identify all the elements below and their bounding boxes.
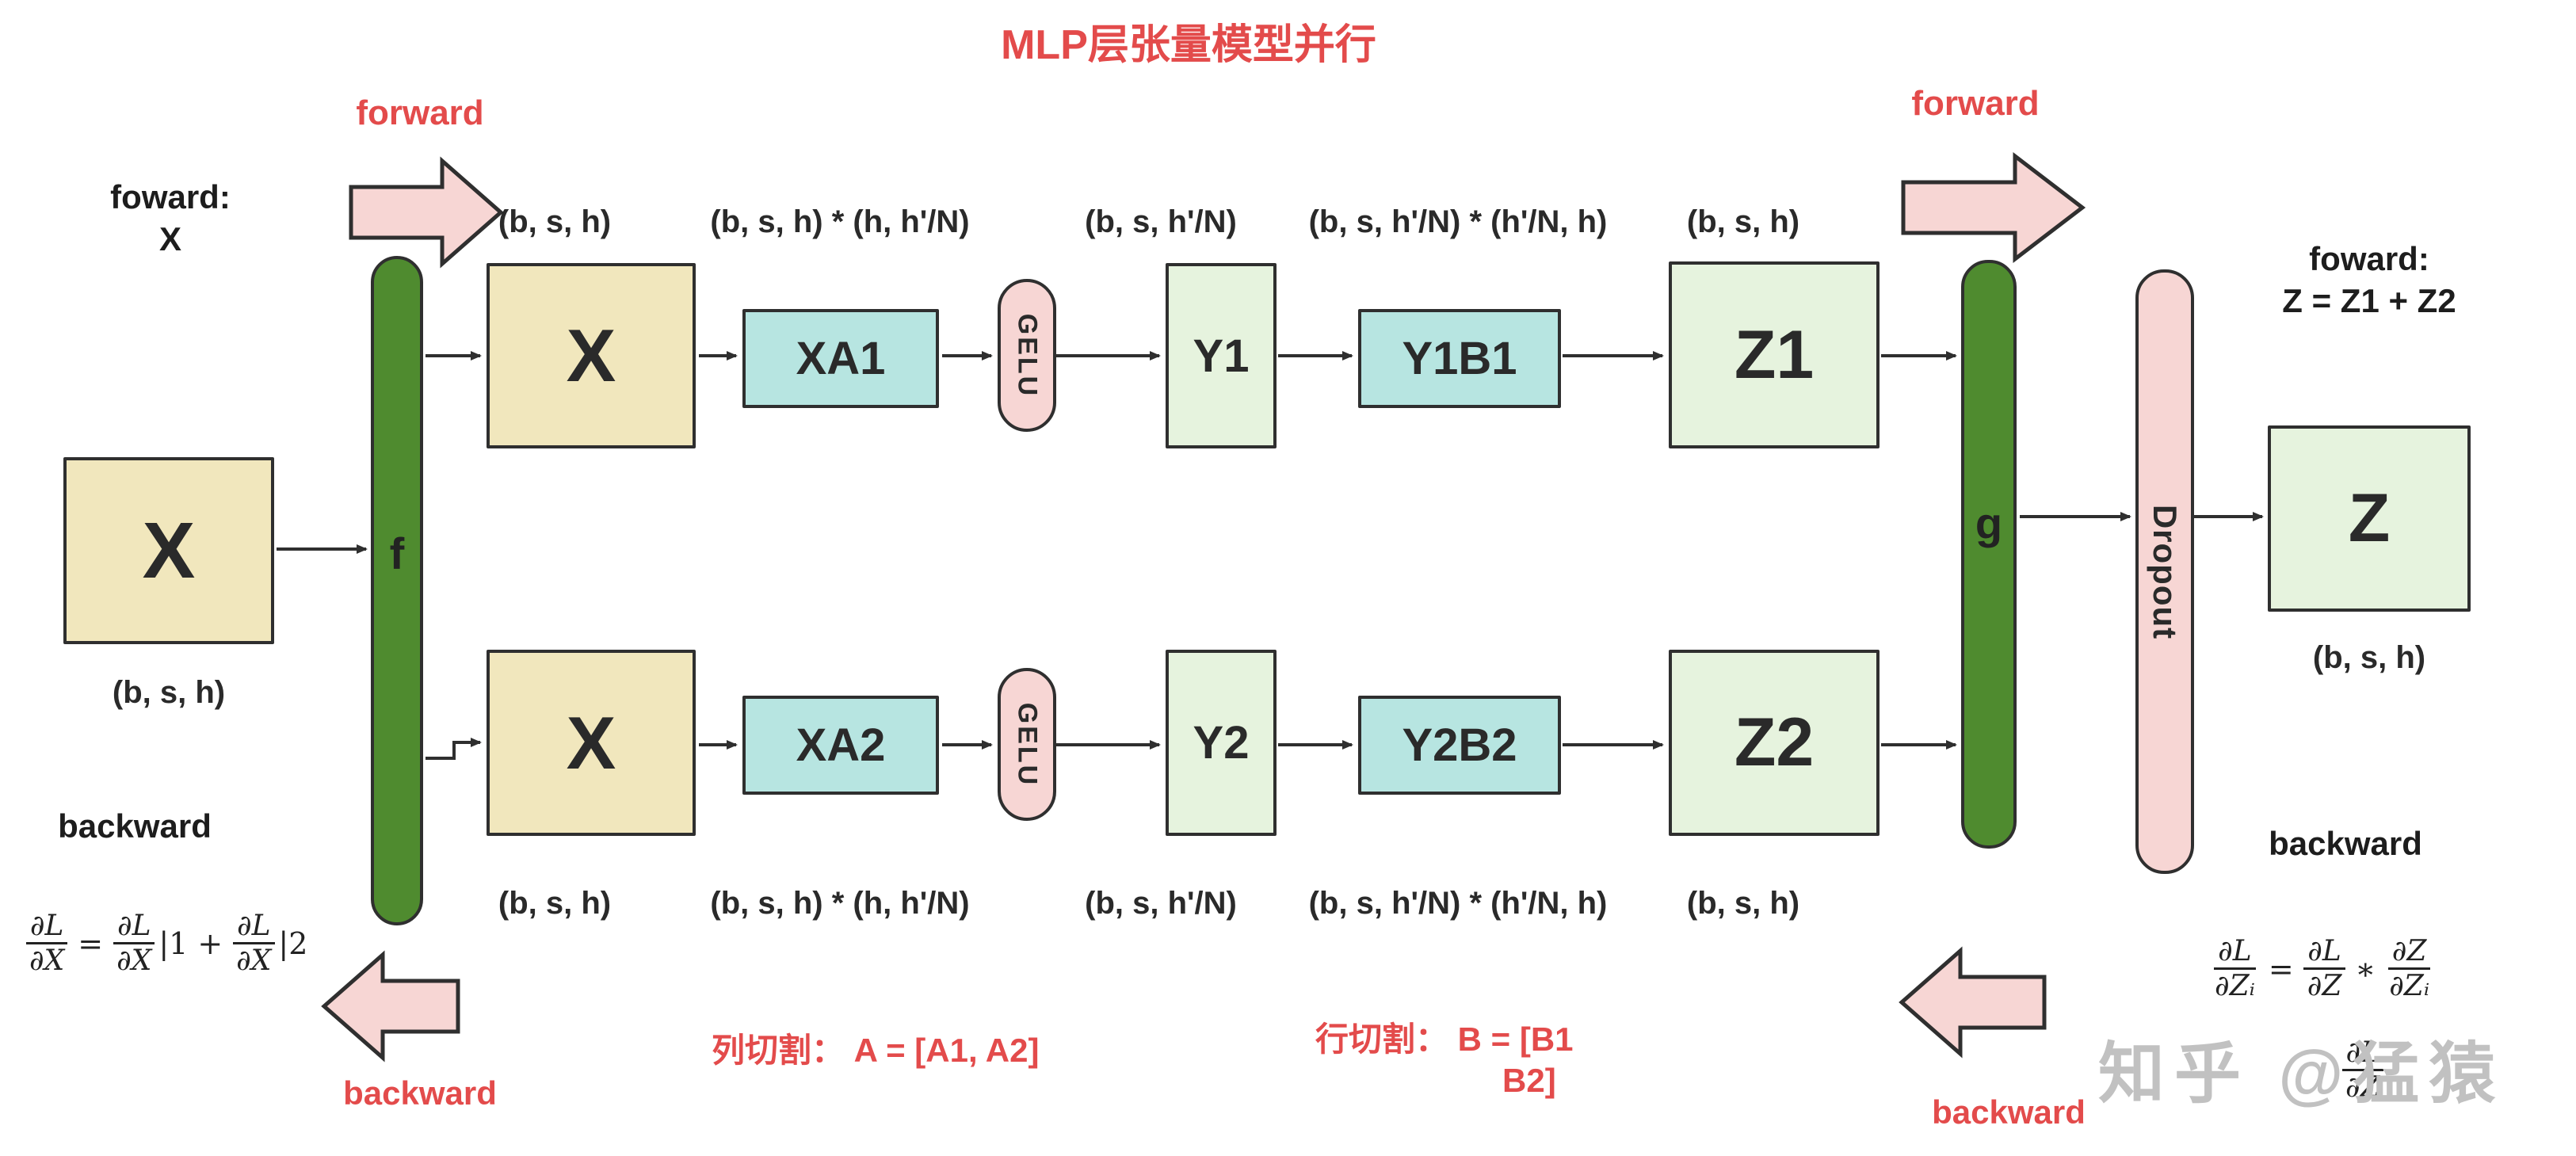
shape-top-1: (b, s, h) [498,204,612,239]
op-bar-f-label: f [389,528,405,578]
block-z1: Z1 [1669,261,1880,448]
block-z-output: Z [2268,425,2471,612]
formula-backward-x: ∂L ∂X = ∂L ∂X |1 + ∂L ∂X |2 [25,910,307,978]
shape-top-2: (b, s, h) * (h, h'/N) [710,204,970,239]
block-xa2: XA2 [742,696,939,795]
block-x-input-label: X [142,506,196,595]
block-z2-label: Z2 [1734,704,1815,780]
block-z-output-label: Z [2348,480,2391,556]
forward-note-left-line1: foward: [110,178,231,216]
block-x-top: X [487,263,696,448]
frac-dl-dz-fragment: ∂L ∂Z [2341,1036,2384,1104]
block-xa2-label: XA2 [796,719,886,771]
frac-dl-dx-1: ∂L ∂X [25,910,68,978]
page-title: MLP层张量模型并行 [1001,22,1376,68]
row-split-note-line1: 行切割： B = [B1 [1315,1021,1574,1058]
forward-block-arrow-right-icon [1901,151,2086,264]
shape-bottom-2: (b, s, h) * (h, h'/N) [710,886,970,921]
backward-block-arrow-right-icon [1899,946,2047,1059]
block-y1b1: Y1B1 [1358,309,1561,408]
eval-bar-2: |2 [278,925,308,961]
block-y1b1-label: Y1B1 [1402,333,1517,384]
frac-dl-dx-2: ∂L ∂X [113,910,155,978]
equals-sign-z: = [2268,951,2294,986]
op-bar-f [371,256,423,925]
shape-bottom-1: (b, s, h) [498,886,612,921]
backward-note-left: backward [58,807,212,845]
shape-input: (b, s, h) [112,675,226,710]
op-bar-g [1961,260,2017,849]
block-y1-label: Y1 [1193,330,1250,382]
block-y2-label: Y2 [1193,717,1250,769]
shape-bottom-5: (b, s, h) [1686,886,1800,921]
formula-backward-z: ∂L ∂Zᵢ = ∂L ∂Z ∗ ∂Z ∂Zᵢ [2211,935,2433,1003]
block-y1: Y1 [1166,263,1277,448]
frac-dl-dz: ∂L ∂Z [2303,935,2346,1003]
watermark: 知乎 @猛猿 [2098,1036,2505,1111]
backward-block-arrow-left-icon [321,950,460,1063]
block-gelu-bottom-label: GELU [1012,702,1043,787]
forward-block-arrow-left-icon [349,156,504,269]
backward-label-left: backward [343,1074,497,1112]
shape-bottom-3: (b, s, h'/N) [1085,886,1237,921]
block-z2: Z2 [1669,650,1880,836]
forward-note-left: foward: X [71,176,269,260]
block-x-input: X [63,457,274,644]
block-y2b2: Y2B2 [1358,696,1561,795]
block-z1-label: Z1 [1734,316,1815,393]
block-gelu-bottom: GELU [998,668,1056,821]
formula-backward-z-fragment: ∂L ∂Z [2341,1036,2384,1104]
shape-top-5: (b, s, h) [1686,204,1800,239]
op-bar-g-label: g [1975,498,2003,548]
forward-note-right: foward: Z = Z1 + Z2 [2227,238,2512,322]
dropout-bar-label: Dropout [2147,504,2184,639]
forward-note-left-line2: X [158,220,181,258]
shape-top-4: (b, s, h'/N) * (h'/N, h) [1308,204,1608,239]
plus-sign: + [197,925,223,961]
shape-top-3: (b, s, h'/N) [1085,204,1237,239]
frac-dz-dzi: ∂Z ∂Zᵢ [2387,935,2431,1003]
block-y2: Y2 [1166,650,1277,836]
row-split-note-line2: B2] [1502,1062,1556,1099]
backward-label-right: backward [1932,1093,2086,1131]
frac-dl-dzi: ∂L ∂Zᵢ [2214,935,2256,1003]
column-split-note: 列切割： A = [A1, A2] [712,1032,1040,1069]
forward-note-right-line1: foward: [2309,240,2429,277]
block-gelu-top-label: GELU [1012,313,1043,398]
forward-label-right: forward [1911,84,2040,123]
block-x-top-label: X [566,314,616,397]
equals-sign: = [78,925,104,961]
block-x-bottom: X [487,650,696,836]
forward-label-left: forward [356,93,484,132]
block-xa1: XA1 [742,309,939,408]
star-operator: ∗ [2355,951,2376,986]
block-xa1-label: XA1 [796,333,886,384]
block-gelu-top: GELU [998,279,1056,432]
arrow-f-to-xbottom [426,738,482,760]
dropout-bar: Dropout [2135,269,2194,874]
shape-output: (b, s, h) [2312,640,2426,675]
forward-note-right-line2: Z = Z1 + Z2 [2282,282,2456,319]
eval-bar-1: |1 [158,925,189,961]
frac-dl-dx-3: ∂L ∂X [232,910,275,978]
block-x-bottom-label: X [566,700,616,784]
block-y2b2-label: Y2B2 [1402,719,1517,771]
shape-bottom-4: (b, s, h'/N) * (h'/N, h) [1308,886,1608,921]
backward-note-right: backward [2269,825,2422,862]
